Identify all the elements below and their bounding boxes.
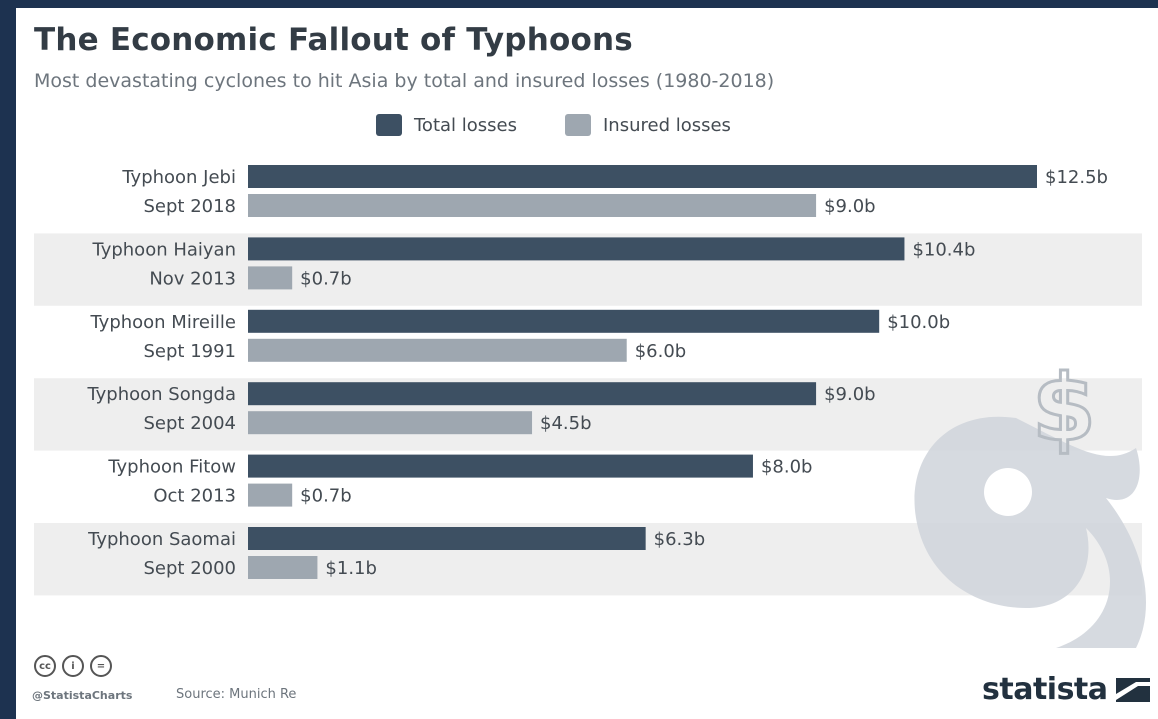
bar-insured (248, 483, 293, 507)
category-label-name: Typhoon Jebi (121, 167, 236, 188)
data-label-insured: $0.7b (300, 268, 352, 289)
data-label-total: $12.5b (1045, 167, 1108, 188)
typhoon-eye (984, 468, 1032, 516)
bar-insured (248, 266, 293, 290)
category-label-date: Sept 1991 (143, 341, 236, 362)
bar-total (248, 165, 1037, 188)
typhoon-dollar-icon: $ (914, 354, 1146, 648)
data-label-insured: $9.0b (824, 196, 876, 217)
data-label-total: $6.3b (654, 529, 706, 550)
data-label-insured: $0.7b (300, 486, 352, 507)
legend-label-total: Total losses (414, 114, 517, 136)
statista-wordmark: statista (982, 672, 1108, 707)
bar-total (248, 309, 880, 333)
data-label-insured: $4.5b (540, 413, 592, 434)
data-label-total: $10.4b (912, 239, 975, 260)
bar-insured (248, 338, 627, 362)
infographic-card: The Economic Fallout of Typhoons Most de… (16, 8, 1158, 719)
bar-total (248, 382, 817, 406)
category-label-name: Typhoon Haiyan (92, 239, 237, 260)
bar-insured (248, 411, 533, 435)
category-label-name: Typhoon Saomai (87, 529, 236, 550)
category-label-date: Sept 2000 (143, 558, 236, 579)
legend-swatch-insured (564, 114, 591, 136)
chart-subtitle: Most devastating cyclones to hit Asia by… (34, 70, 775, 92)
legend-swatch-total (376, 114, 402, 136)
statista-handle: @StatistaCharts (32, 689, 133, 702)
bar-insured (248, 194, 817, 217)
category-label-name: Typhoon Songda (86, 384, 236, 405)
bar-total (248, 527, 646, 550)
bar-insured (248, 556, 318, 579)
chart-marks: Typhoon Jebi Sept 2018 $12.5b $9.0b Typhoon … (86, 165, 1108, 579)
by-icon: i (62, 655, 84, 677)
statista-logo-icon (1115, 677, 1150, 702)
data-label-insured: $1.1b (325, 558, 377, 579)
legend-item-total: Total losses (376, 114, 517, 136)
dollar-sign: $ (1032, 355, 1096, 462)
category-label-date: Oct 2013 (153, 486, 236, 507)
license-icons: cc i = (34, 655, 112, 677)
category-label-name: Typhoon Fitow (107, 457, 236, 478)
category-label-date: Sept 2018 (143, 196, 236, 217)
data-label-total: $9.0b (824, 384, 876, 405)
legend: Total losses Insured losses (376, 114, 731, 136)
category-label-date: Nov 2013 (149, 268, 236, 289)
nd-icon: = (90, 655, 112, 677)
category-label-date: Sept 2004 (143, 413, 236, 434)
bar-total (248, 454, 753, 478)
legend-item-insured: Insured losses (564, 114, 731, 136)
cc-icon: cc (34, 655, 56, 677)
chart-title: The Economic Fallout of Typhoons (34, 22, 633, 58)
bar-total (248, 237, 905, 261)
statista-logo: statista (982, 672, 1150, 707)
category-label-name: Typhoon Mireille (89, 312, 236, 333)
data-label-total: $8.0b (761, 457, 813, 478)
typhoon-swirl (914, 416, 1146, 648)
data-label-insured: $6.0b (635, 341, 687, 362)
legend-label-insured: Insured losses (602, 114, 731, 136)
typhoon-shape: $ (914, 354, 1146, 648)
source-note: Source: Munich Re (176, 687, 297, 702)
data-label-total: $10.0b (887, 312, 950, 333)
